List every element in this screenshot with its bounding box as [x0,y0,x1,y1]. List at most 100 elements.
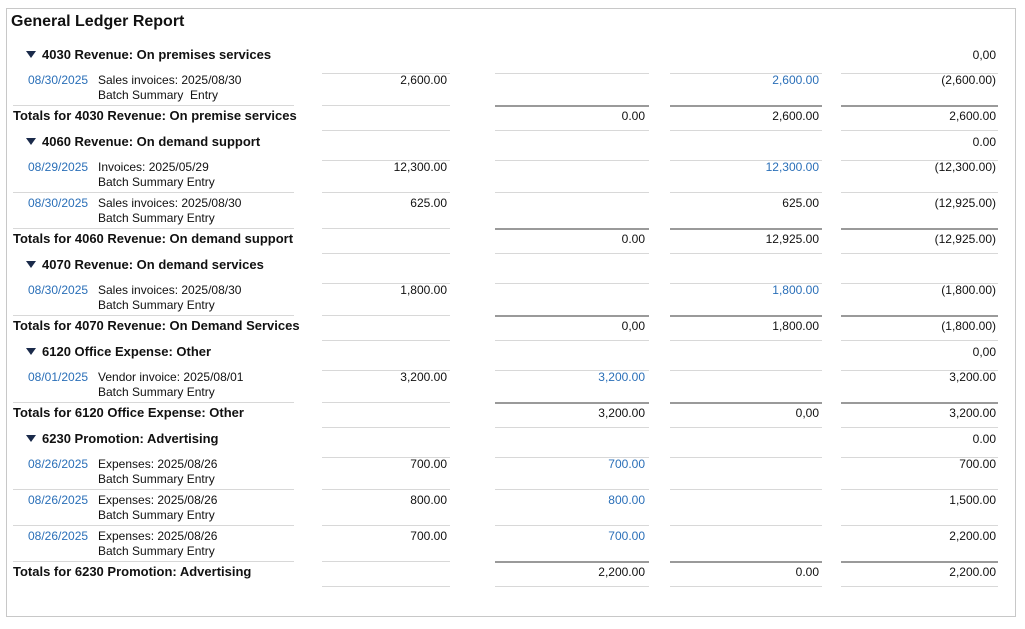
separator [495,105,649,107]
collapse-toggle[interactable] [26,51,36,58]
entry-date[interactable]: 08/30/2025 [28,283,89,297]
report-title: General Ledger Report [11,13,185,30]
separator [670,427,822,428]
section-heading: 6120 Office Expense: Other [42,344,212,359]
entry-description: Invoices: 2025/05/29 [98,160,209,174]
totals-credit: 0.00 [795,565,819,579]
entry-amount: 12,300.00 [393,160,447,174]
entry-memo: Batch Summary Entry [98,544,215,558]
separator [322,73,450,74]
entry-balance: 2,200.00 [949,529,996,543]
separator [322,340,450,341]
entry-description: Expenses: 2025/08/26 [98,457,218,471]
totals-balance: (12,925.00) [934,232,996,246]
entry-description: Expenses: 2025/08/26 [98,493,218,507]
separator [322,130,450,131]
totals-label: Totals for 4070 Revenue: On Demand Servi… [13,318,300,333]
section-heading: 6230 Promotion: Advertising [42,431,219,446]
entry-credit[interactable]: 12,300.00 [765,160,819,174]
totals-debit: 0.00 [621,109,645,123]
separator [670,283,822,284]
totals-label: Totals for 4060 Revenue: On demand suppo… [13,231,294,246]
separator [495,315,649,317]
separator [841,73,998,74]
entry-memo: Batch Summary Entry [98,508,215,522]
entry-amount: 800.00 [410,493,447,507]
separator [322,370,450,371]
collapse-toggle[interactable] [26,261,36,268]
separator [13,105,294,106]
entry-date[interactable]: 08/26/2025 [28,457,89,471]
entry-amount: 625.00 [410,196,447,210]
entry-debit[interactable]: 800.00 [608,493,645,507]
separator [670,370,822,371]
totals-credit: 1,800.00 [772,319,819,333]
separator [322,160,450,161]
collapse-toggle[interactable] [26,348,36,355]
totals-balance: (1,800.00) [941,319,996,333]
section-heading: 4060 Revenue: On demand support [42,134,261,149]
entry-date[interactable]: 08/26/2025 [28,529,89,543]
totals-balance: 3,200.00 [949,406,996,420]
separator [322,283,450,284]
separator [322,525,450,526]
separator [670,525,822,526]
entry-debit[interactable]: 700.00 [608,457,645,471]
separator [670,315,822,317]
separator [670,160,822,161]
entry-memo: Batch Summary Entry [98,472,215,486]
separator [495,457,649,458]
entry-balance: 3,200.00 [949,370,996,384]
entry-credit[interactable]: 1,800.00 [772,283,819,297]
separator [670,402,822,404]
entry-date[interactable]: 08/01/2025 [28,370,89,384]
entry-credit[interactable]: 2,600.00 [772,73,819,87]
entry-credit: 625.00 [782,196,819,210]
separator [841,130,998,131]
totals-balance: 2,600.00 [949,109,996,123]
entry-memo: Batch Summary Entry [98,88,219,102]
separator [322,457,450,458]
entry-balance: 1,500.00 [949,493,996,507]
separator [841,489,998,490]
separator [13,315,294,316]
separator [841,525,998,526]
section-heading: 4030 Revenue: On premises services [42,47,272,62]
separator [670,130,822,131]
entry-debit[interactable]: 700.00 [608,529,645,543]
collapse-toggle[interactable] [26,138,36,145]
separator [670,228,822,230]
entry-memo: Batch Summary Entry [98,298,215,312]
entry-amount: 1,800.00 [400,283,447,297]
separator [13,489,294,490]
separator [322,105,450,106]
entry-date[interactable]: 08/30/2025 [28,196,89,210]
section-heading: 4070 Revenue: On demand services [42,257,264,272]
separator [670,489,822,490]
entry-balance: 700.00 [959,457,996,471]
entry-date[interactable]: 08/29/2025 [28,160,89,174]
separator [495,525,649,526]
separator [495,283,649,284]
entry-balance: (12,925.00) [934,196,996,210]
separator [841,561,998,563]
separator [495,192,649,193]
entry-debit[interactable]: 3,200.00 [598,370,645,384]
entry-description: Sales invoices: 2025/08/30 [98,196,242,210]
separator [670,192,822,193]
separator [841,457,998,458]
entry-memo: Batch Summary Entry [98,211,215,225]
entry-date[interactable]: 08/26/2025 [28,493,89,507]
entry-memo: Batch Summary Entry [98,385,215,399]
entry-date[interactable]: 08/30/2025 [28,73,89,87]
entry-description: Expenses: 2025/08/26 [98,529,218,543]
entry-amount: 700.00 [410,457,447,471]
separator [322,192,450,193]
separator [495,489,649,490]
separator [13,525,294,526]
separator [841,160,998,161]
separator [670,105,822,107]
collapse-toggle[interactable] [26,435,36,442]
totals-credit: 12,925.00 [765,232,819,246]
entry-description: Vendor invoice: 2025/08/01 [98,370,244,384]
